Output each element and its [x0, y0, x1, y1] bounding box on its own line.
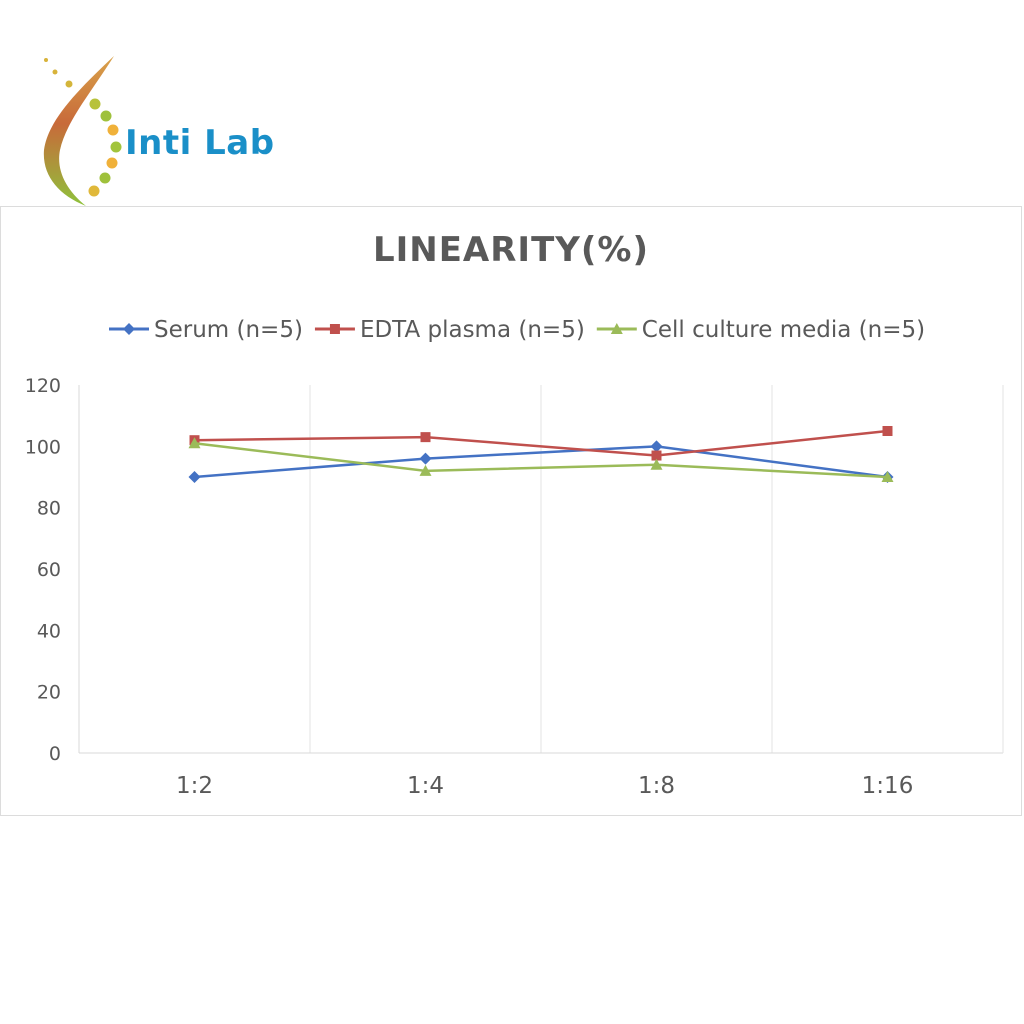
y-tick-label: 0 [49, 743, 61, 765]
data-point [650, 458, 663, 470]
data-point [188, 471, 201, 483]
data-point [882, 426, 893, 436]
y-tick-label: 60 [37, 559, 61, 581]
logo-text: Inti Lab [125, 123, 275, 163]
helix-logo-icon [43, 56, 122, 206]
chart-frame: LINEARITY(%) Serum (n=5) EDTA plasma (n=5)… [0, 206, 1022, 816]
series-line [194, 442, 888, 479]
data-point [420, 432, 431, 443]
y-tick-label: 100 [25, 436, 61, 458]
legend-entry: Serum (n=5) [109, 317, 303, 343]
y-tick-label: 40 [37, 620, 61, 642]
x-tick-label: 1:16 [862, 773, 914, 799]
data-point [419, 452, 432, 465]
data-point [188, 437, 201, 449]
legend-marker [123, 323, 135, 335]
data-point [650, 440, 663, 453]
y-tick-label: 120 [25, 375, 61, 397]
legend-label: Serum (n=5) [154, 317, 303, 343]
legend-marker [329, 324, 340, 334]
data-point [419, 464, 432, 476]
x-tick-label: 1:2 [176, 773, 213, 799]
x-tick-label: 1:8 [638, 773, 675, 799]
legend-entry: EDTA plasma (n=5) [314, 317, 585, 343]
legend-label: EDTA plasma (n=5) [360, 317, 585, 343]
y-tick-label: 80 [37, 498, 61, 520]
series-line [194, 429, 888, 457]
data-point [651, 450, 662, 461]
legend-marker [610, 323, 623, 334]
inti-lab-logo [38, 50, 298, 210]
x-tick-label: 1:4 [407, 773, 444, 799]
series-line [194, 445, 888, 479]
line-chart: LINEARITY(%) Serum (n=5) EDTA plasma (n=5)… [25, 230, 1004, 799]
y-tick-label: 20 [37, 682, 61, 704]
legend-label: Cell culture media (n=5) [642, 317, 925, 343]
legend-entry: Cell culture media (n=5) [596, 317, 925, 343]
data-point [881, 471, 894, 482]
chart-title: LINEARITY(%) [373, 230, 649, 270]
